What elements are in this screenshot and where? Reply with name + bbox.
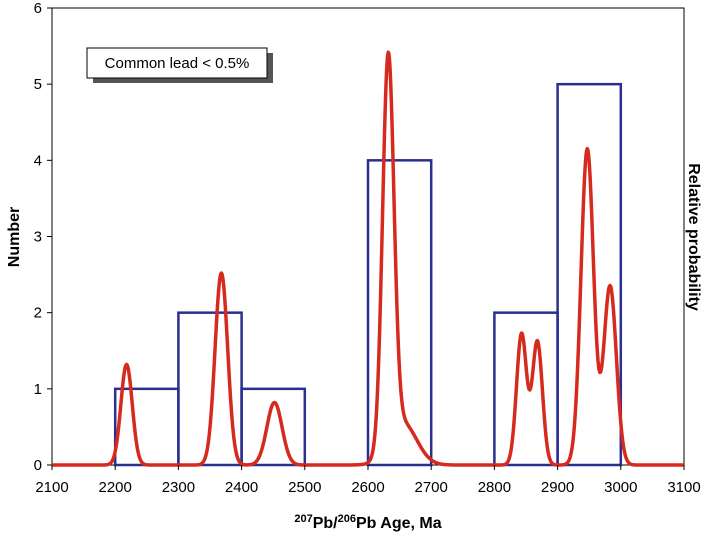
histogram-bar	[240, 387, 307, 467]
x-tick-label: 2800	[478, 479, 511, 496]
y-axis-title: Number	[6, 207, 23, 267]
x-tick-label: 2100	[35, 479, 68, 496]
y-tick-label: 1	[34, 381, 42, 398]
y-tick-label: 5	[34, 76, 42, 93]
probability-curve-group	[50, 50, 686, 467]
x-axis-title-part1: Pb/	[313, 515, 338, 532]
x-tick-label: 2600	[351, 479, 384, 496]
y-tick-label: 2	[34, 305, 42, 322]
x-axis-title-part2: Pb Age, Ma	[356, 515, 442, 532]
y-axis: 0 1 2 3 4 5 6	[34, 0, 52, 474]
x-tick-label: 3000	[604, 479, 637, 496]
x-axis-title: 207Pb/206Pb Age, Ma	[294, 513, 441, 532]
y-tick-label: 3	[34, 229, 42, 246]
x-axis-title-sup1: 207	[294, 513, 312, 525]
x-tick-label: 3100	[667, 479, 700, 496]
x-tick-label: 2200	[99, 479, 132, 496]
x-tick-label: 2500	[288, 479, 321, 496]
x-tick-label: 2300	[162, 479, 195, 496]
legend: Common lead < 0.5%	[86, 47, 273, 83]
x-tick-label: 2700	[415, 479, 448, 496]
histogram-bar	[556, 82, 623, 467]
histogram-bar	[366, 159, 433, 467]
y-tick-label: 0	[34, 457, 42, 474]
legend-box	[86, 47, 268, 79]
x-tick-label: 2400	[225, 479, 258, 496]
y2-axis-title: Relative probability	[685, 163, 702, 311]
y-tick-label: 4	[34, 152, 42, 169]
x-axis-title-sup2: 206	[338, 513, 356, 525]
y-tick-label: 6	[34, 0, 42, 17]
legend-text: Common lead < 0.5%	[105, 55, 250, 72]
probability-curve	[50, 50, 686, 467]
x-axis: 2100 2200 2300 2400 2500 2600 2700 2800 2900 3000…	[35, 465, 701, 496]
x-tick-label: 2900	[541, 479, 574, 496]
